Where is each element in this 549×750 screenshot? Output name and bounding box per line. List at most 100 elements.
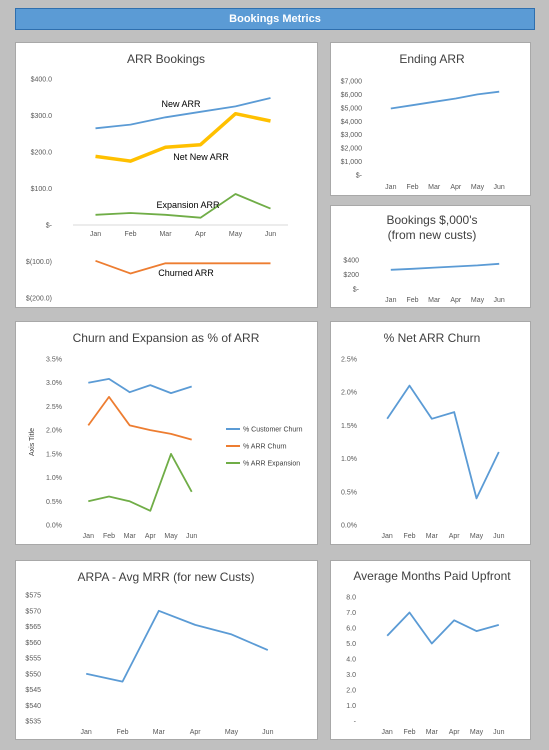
y-tick-label: 2.5% [341, 357, 357, 364]
y-tick-label: $550 [25, 671, 41, 678]
series-annotation: Net New ARR [173, 152, 229, 162]
y-tick-label: $560 [25, 640, 41, 647]
legend-label: % ARR Churn [243, 444, 287, 451]
chart-title-line: Bookings $,000's [386, 213, 477, 227]
arr-bookings-chart: ARR Bookings $400.0 $300.0 $200.0 $100.0 $- $(… [26, 52, 288, 303]
series-line [95, 97, 271, 130]
y-tick-label: - [354, 719, 357, 726]
chart-title: ARPA - Avg MRR (for new Custs) [78, 570, 255, 584]
x-tick-label: Mar [159, 231, 172, 238]
y-tick-label: 1.5% [46, 451, 62, 458]
x-tick-label: Jun [262, 729, 273, 736]
series-line [87, 396, 192, 441]
y-tick-label: 7.0 [346, 610, 356, 617]
series-line [88, 452, 193, 512]
x-tick-label: May [471, 184, 485, 191]
chart-title: Ending ARR [399, 52, 465, 66]
y-tick-label: 8.0 [346, 595, 356, 602]
x-tick-label: Apr [450, 297, 462, 304]
chart-title: ARR Bookings [127, 52, 205, 66]
y-tick-label: $- [353, 287, 360, 294]
y-tick-label: $5,000 [341, 105, 363, 112]
x-tick-label: Jan [83, 533, 94, 540]
series-line [390, 90, 500, 110]
legend-label: % ARR Expansion [243, 461, 300, 468]
x-tick-label: Jun [493, 533, 504, 540]
y-tick-label: $565 [25, 624, 41, 631]
y-tick-label: 5.0 [346, 641, 356, 648]
x-tick-label: Mar [153, 729, 166, 736]
x-tick-label: May [225, 729, 239, 736]
x-tick-label: Jun [494, 184, 505, 191]
series-annotation: Churned ARR [158, 268, 214, 278]
arpa-panel: ARPA - Avg MRR (for new Custs) $575 $570 $5… [15, 560, 318, 740]
x-tick-label: Mar [426, 729, 439, 736]
x-tick-label: Apr [449, 729, 461, 736]
x-tick-label: Apr [450, 184, 462, 191]
x-tick-label: May [229, 231, 243, 238]
chart-title: % Net ARR Churn [384, 331, 481, 345]
x-tick-label: Feb [406, 184, 418, 191]
y-tick-label: $(100.0) [26, 259, 52, 266]
x-tick-label: Jun [265, 231, 276, 238]
x-tick-label: Feb [403, 533, 415, 540]
y-tick-label: 1.0% [341, 456, 357, 463]
y-tick-label: $570 [25, 608, 41, 615]
y-tick-label: 2.0% [46, 428, 62, 435]
y-tick-label: $200 [343, 272, 359, 279]
x-tick-label: Feb [116, 729, 128, 736]
y-tick-label: $(200.0) [26, 296, 52, 303]
y-axis-title: Axis Title [29, 428, 36, 456]
x-tick-label: Jun [494, 297, 505, 304]
y-tick-label: $- [46, 223, 53, 230]
x-tick-label: Feb [406, 297, 418, 304]
x-tick-label: Jan [385, 184, 396, 191]
series-line [88, 378, 192, 394]
series-line [95, 193, 271, 219]
x-tick-label: Jun [186, 533, 197, 540]
series-annotation: Expansion ARR [156, 200, 220, 210]
ending-arr-chart: Ending ARR $7,000 $6,000 $5,000 $4,000 $3,000… [341, 52, 505, 191]
x-tick-label: Jan [382, 729, 393, 736]
y-tick-label: 2.5% [46, 404, 62, 411]
x-tick-label: Mar [428, 297, 441, 304]
y-tick-label: 3.0 [346, 672, 356, 679]
x-tick-label: Apr [195, 231, 207, 238]
x-tick-label: Apr [449, 533, 461, 540]
churn-expansion-chart: Churn and Expansion as % of ARR 3.5% 3.0% 2… [29, 331, 303, 540]
bookings-new-custs-chart: Bookings $,000's(from new custs) $400 $200… [343, 213, 505, 304]
y-tick-label: 1.0% [46, 475, 62, 482]
x-tick-label: May [470, 729, 484, 736]
y-tick-label: $2,000 [341, 146, 363, 153]
series-line [386, 384, 500, 500]
y-tick-label: $400.0 [31, 77, 53, 84]
churn-expansion-panel: Churn and Expansion as % of ARR 3.5% 3.0% 2… [15, 321, 318, 545]
series-annotation: New ARR [161, 99, 201, 109]
x-tick-label: Feb [103, 533, 115, 540]
x-tick-label: May [471, 297, 485, 304]
y-tick-label: 0.0% [46, 523, 62, 530]
series-line [95, 111, 271, 163]
x-tick-label: Mar [428, 184, 441, 191]
x-tick-label: Apr [145, 533, 157, 540]
y-tick-label: 0.0% [341, 523, 357, 530]
x-tick-label: May [164, 533, 178, 540]
x-tick-label: Jan [385, 297, 396, 304]
months-paid-upfront-panel: Average Months Paid Upfront 8.0 7.0 6.0 5.0 4… [330, 560, 531, 740]
y-tick-label: $400 [343, 258, 359, 265]
months-paid-upfront-chart: Average Months Paid Upfront 8.0 7.0 6.0 5.0 4… [346, 569, 511, 736]
y-tick-label: $3,000 [341, 132, 363, 139]
chart-title: Churn and Expansion as % of ARR [73, 331, 260, 345]
y-tick-label: $1,000 [341, 159, 363, 166]
chart-title: Average Months Paid Upfront [353, 569, 511, 583]
y-tick-label: $100.0 [31, 186, 53, 193]
x-tick-label: Feb [124, 231, 136, 238]
y-tick-label: $535 [25, 719, 41, 726]
y-tick-label: 3.5% [46, 357, 62, 364]
y-tick-label: 2.0 [346, 688, 356, 695]
series-line [86, 609, 269, 683]
x-tick-label: Apr [190, 729, 202, 736]
dashboard-title: Bookings Metrics [229, 13, 321, 25]
y-tick-label: $540 [25, 703, 41, 710]
y-tick-label: $555 [25, 656, 41, 663]
